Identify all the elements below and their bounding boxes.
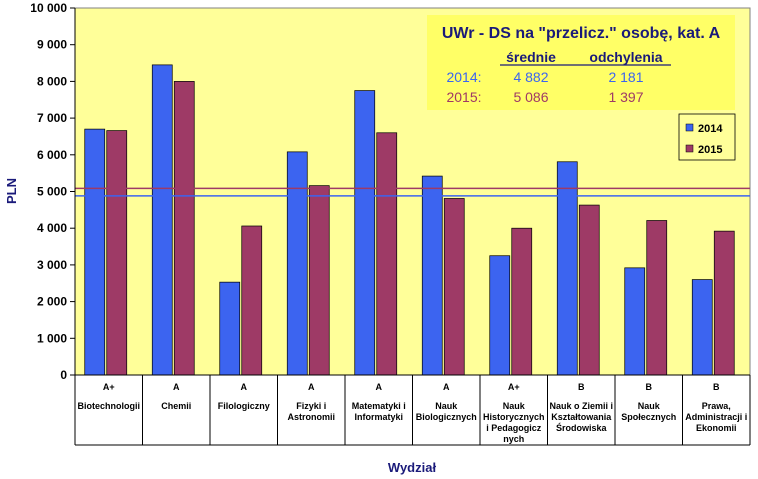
category-rating-label: A <box>308 382 315 392</box>
bar-2015-1 <box>106 130 128 376</box>
bar-2015-6 <box>443 198 465 376</box>
y-tick-label: 0 <box>60 368 67 382</box>
category-name-label: Kształtowania <box>551 412 612 422</box>
bar-2014-9 <box>624 267 646 376</box>
category-rating-label: A <box>241 382 248 392</box>
category-name-label: Informatyki <box>354 412 403 422</box>
bar-2014-10 <box>691 279 713 376</box>
category-rating-label: B <box>646 382 653 392</box>
y-tick-label: 4 000 <box>37 221 67 235</box>
category-rating-label: A+ <box>103 382 115 392</box>
bar-2014-8 <box>556 161 578 376</box>
annotation-title: UWr - DS na "przelicz." osobę, kat. A <box>442 25 721 42</box>
bar-2015-8 <box>578 204 600 376</box>
x-axis-title: Wydział <box>388 460 437 475</box>
category-rating-label: A <box>173 382 180 392</box>
category-name-label: Ekonomii <box>696 423 737 433</box>
y-axis-title: PLN <box>4 178 19 204</box>
annotation-row-2014-mean: 4 882 <box>513 69 548 85</box>
category-name-label: Filologiczny <box>218 401 270 411</box>
bar-2014-4 <box>286 151 308 376</box>
bar-2014-2 <box>151 64 173 376</box>
bar-2015-2 <box>173 81 195 376</box>
category-name-label: Nauk <box>638 401 661 411</box>
category-rating-label: A <box>443 382 450 392</box>
annotation-row-2014-deviation: 2 181 <box>608 69 643 85</box>
annotation-box: UWr - DS na "przelicz." osobę, kat. A śr… <box>427 15 735 110</box>
legend-label-2015: 2015 <box>698 144 722 156</box>
annotation-header-mean: średnie <box>506 49 556 65</box>
category-name-label: Środowiska <box>556 422 608 433</box>
category-name-label: Nauk o Ziemii i <box>549 401 613 411</box>
y-tick-label: 2 000 <box>37 295 67 309</box>
category-name-label: Chemii <box>161 401 191 411</box>
bar-2014-1 <box>84 128 106 376</box>
y-tick-label: 6 000 <box>37 148 67 162</box>
category-name-label: Matematyki i <box>352 401 406 411</box>
category-name-label: i Pedagogicz <box>486 423 542 433</box>
annotation-row-2015-year: 2015: <box>446 89 481 105</box>
y-tick-label: 1 000 <box>37 331 67 345</box>
legend: 2014 2015 <box>678 113 736 161</box>
y-tick-label: 7 000 <box>37 111 67 125</box>
annotation-header-deviation: odchylenia <box>589 49 662 65</box>
annotation-row-2014-year: 2014: <box>446 69 481 85</box>
y-tick-label: 10 000 <box>30 1 67 15</box>
category-name-label: Prawa, <box>702 401 731 411</box>
category-name-label: Społecznych <box>621 412 676 422</box>
category-name-label: Biologicznych <box>416 412 477 422</box>
bar-2015-7 <box>511 227 533 376</box>
bar-2015-3 <box>241 225 263 376</box>
category-name-label: Nauk <box>435 401 458 411</box>
bar-2014-7 <box>489 255 511 376</box>
annotation-background <box>427 15 735 110</box>
category-rating-label: A+ <box>508 382 520 392</box>
legend-box <box>678 113 736 161</box>
category-name-label: Fizyki i <box>296 401 326 411</box>
bar-2014-3 <box>219 281 241 376</box>
bar-2014-5 <box>354 90 376 376</box>
bar-2015-4 <box>308 185 330 376</box>
annotation-row-2015-deviation: 1 397 <box>608 89 643 105</box>
category-name-label: Biotechnologii <box>78 401 141 411</box>
annotation-row-2015-mean: 5 086 <box>513 89 548 105</box>
category-name-label: Astronomii <box>287 412 335 422</box>
legend-swatch-2014 <box>685 123 694 132</box>
legend-label-2014: 2014 <box>698 123 723 135</box>
category-name-label: Administracji i <box>685 412 747 422</box>
category-rating-label: A <box>376 382 383 392</box>
y-tick-label: 3 000 <box>37 258 67 272</box>
bar-2015-5 <box>376 132 398 376</box>
bar-2014-6 <box>421 175 443 376</box>
y-tick-label: 9 000 <box>37 38 67 52</box>
bar-2015-9 <box>646 220 668 376</box>
category-name-label: Historycznych <box>483 412 545 422</box>
category-rating-label: B <box>578 382 585 392</box>
y-tick-label: 5 000 <box>37 185 67 199</box>
category-name-label: Nauk <box>503 401 526 411</box>
bar-2015-10 <box>713 230 735 376</box>
y-tick-label: 8 000 <box>37 74 67 88</box>
category-name-label: nych <box>503 434 524 444</box>
legend-swatch-2015 <box>685 144 694 153</box>
category-rating-label: B <box>713 382 720 392</box>
